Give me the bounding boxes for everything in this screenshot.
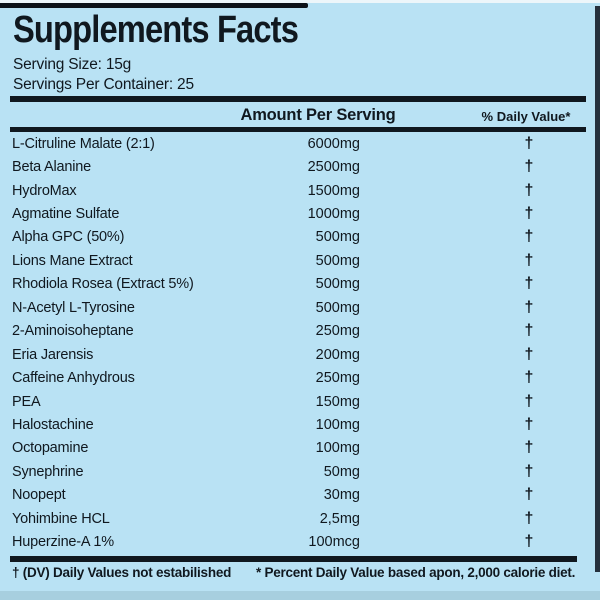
- ingredient-amount: 500mg: [315, 229, 360, 246]
- ingredient-name: Lions Mane Extract: [12, 252, 133, 269]
- ingredient-amount: 500mg: [315, 299, 360, 316]
- ingredient-name: Noopept: [12, 487, 66, 504]
- ingredient-daily-value-dagger: †: [524, 134, 534, 152]
- ingredient-name: Beta Alanine: [12, 159, 92, 176]
- ingredient-amount: 250mg: [315, 323, 360, 340]
- ingredient-amount: 100mcg: [308, 534, 360, 551]
- ingredient-amount: 150mg: [315, 393, 360, 410]
- photo-edge-top: [0, 0, 600, 3]
- table-row: Synephrine 50mg †: [12, 460, 586, 483]
- footnote-daily-values-not-established: † (DV) Daily Values not estabilished: [12, 565, 232, 580]
- ingredient-name: Octopamine: [12, 440, 89, 457]
- table-row: Halostachine 100mg †: [12, 413, 586, 436]
- serving-size-text: Serving Size: 15g: [13, 56, 132, 73]
- table-row: Agmatine Sulfate 1000mg †: [12, 202, 586, 225]
- table-row: Eria Jarensis 200mg †: [12, 343, 586, 366]
- ingredient-daily-value-dagger: †: [524, 181, 534, 199]
- ingredient-name: Halostachine: [12, 416, 94, 433]
- table-row: N-Acetyl L-Tyrosine 500mg †: [12, 296, 586, 319]
- ingredient-name: Huperzine-A 1%: [12, 534, 114, 551]
- ingredient-daily-value-dagger: †: [524, 439, 534, 457]
- divider-top-thick-rule: [10, 96, 586, 102]
- ingredient-daily-value-dagger: †: [524, 533, 534, 551]
- ingredient-name: 2-Aminoisoheptane: [12, 323, 134, 340]
- ingredient-amount: 250mg: [315, 370, 360, 387]
- ingredient-name: L-Citruline Malate (2:1): [12, 135, 155, 152]
- ingredient-amount: 30mg: [323, 487, 360, 504]
- ingredient-name: Eria Jarensis: [12, 346, 94, 363]
- ingredient-amount: 100mg: [315, 440, 360, 457]
- table-row: Yohimbine HCL 2,5mg †: [12, 507, 586, 530]
- ingredient-amount: 2500mg: [307, 159, 360, 176]
- table-row: Huperzine-A 1% 100mcg †: [12, 530, 586, 553]
- column-header-daily-value: % Daily Value*: [481, 109, 571, 124]
- ingredient-amount: 100mg: [315, 416, 360, 433]
- ingredient-amount: 500mg: [315, 276, 360, 293]
- ingredient-amount: 1000mg: [307, 206, 360, 223]
- column-header-amount-per-serving: Amount Per Serving: [240, 106, 396, 124]
- ingredient-daily-value-dagger: †: [524, 462, 534, 480]
- photo-artifact-right-strip: [595, 6, 600, 572]
- ingredient-daily-value-dagger: †: [524, 205, 534, 223]
- panel-title: Supplements Facts: [13, 9, 299, 51]
- ingredient-name: Caffeine Anhydrous: [12, 370, 135, 387]
- ingredient-name: Agmatine Sulfate: [12, 206, 120, 223]
- table-row: HydroMax 1500mg †: [12, 179, 586, 202]
- ingredient-daily-value-dagger: †: [524, 322, 534, 340]
- table-row: L-Citruline Malate (2:1) 6000mg †: [12, 132, 586, 155]
- photo-edge-bottom: [0, 591, 600, 600]
- ingredient-name: Alpha GPC (50%): [12, 229, 125, 246]
- table-row: Octopamine 100mg †: [12, 437, 586, 460]
- table-row: Caffeine Anhydrous 250mg †: [12, 366, 586, 389]
- ingredient-daily-value-dagger: †: [524, 228, 534, 246]
- table-row: PEA 150mg †: [12, 390, 586, 413]
- ingredient-name: HydroMax: [12, 182, 77, 199]
- divider-header-rule: [10, 127, 586, 132]
- ingredient-name: N-Acetyl L-Tyrosine: [12, 299, 135, 316]
- ingredient-daily-value-dagger: †: [524, 275, 534, 293]
- ingredient-daily-value-dagger: †: [524, 298, 534, 316]
- servings-per-container-text: Servings Per Container: 25: [13, 76, 194, 93]
- photo-artifact-top-bar: [0, 3, 308, 8]
- ingredient-amount: 2,5mg: [319, 510, 360, 527]
- ingredient-name: Synephrine: [12, 463, 84, 480]
- ingredient-daily-value-dagger: †: [524, 158, 534, 176]
- divider-bottom-thick-rule: [10, 556, 577, 562]
- table-row: Beta Alanine 2500mg †: [12, 155, 586, 178]
- ingredient-amount: 500mg: [315, 252, 360, 269]
- ingredient-daily-value-dagger: †: [524, 486, 534, 504]
- ingredient-daily-value-dagger: †: [524, 509, 534, 527]
- table-row: 2-Aminoisoheptane 250mg †: [12, 320, 586, 343]
- ingredient-daily-value-dagger: †: [524, 392, 534, 410]
- ingredient-amount: 6000mg: [307, 135, 360, 152]
- ingredient-name: PEA: [12, 393, 41, 410]
- table-row: Rhodiola Rosea (Extract 5%) 500mg †: [12, 273, 586, 296]
- ingredient-daily-value-dagger: †: [524, 415, 534, 433]
- ingredients-table: L-Citruline Malate (2:1) 6000mg † Beta A…: [12, 132, 586, 554]
- ingredient-name: Yohimbine HCL: [12, 510, 110, 527]
- ingredient-daily-value-dagger: †: [524, 369, 534, 387]
- ingredient-amount: 1500mg: [307, 182, 360, 199]
- table-row: Alpha GPC (50%) 500mg †: [12, 226, 586, 249]
- ingredient-name: Rhodiola Rosea (Extract 5%): [12, 276, 194, 293]
- ingredient-amount: 50mg: [323, 463, 360, 480]
- footnote-percent-daily-value: * Percent Daily Value based apon, 2,000 …: [256, 565, 576, 580]
- table-row: Noopept 30mg †: [12, 484, 586, 507]
- ingredient-daily-value-dagger: †: [524, 345, 534, 363]
- ingredient-daily-value-dagger: †: [524, 251, 534, 269]
- table-row: Lions Mane Extract 500mg †: [12, 249, 586, 272]
- ingredient-amount: 200mg: [315, 346, 360, 363]
